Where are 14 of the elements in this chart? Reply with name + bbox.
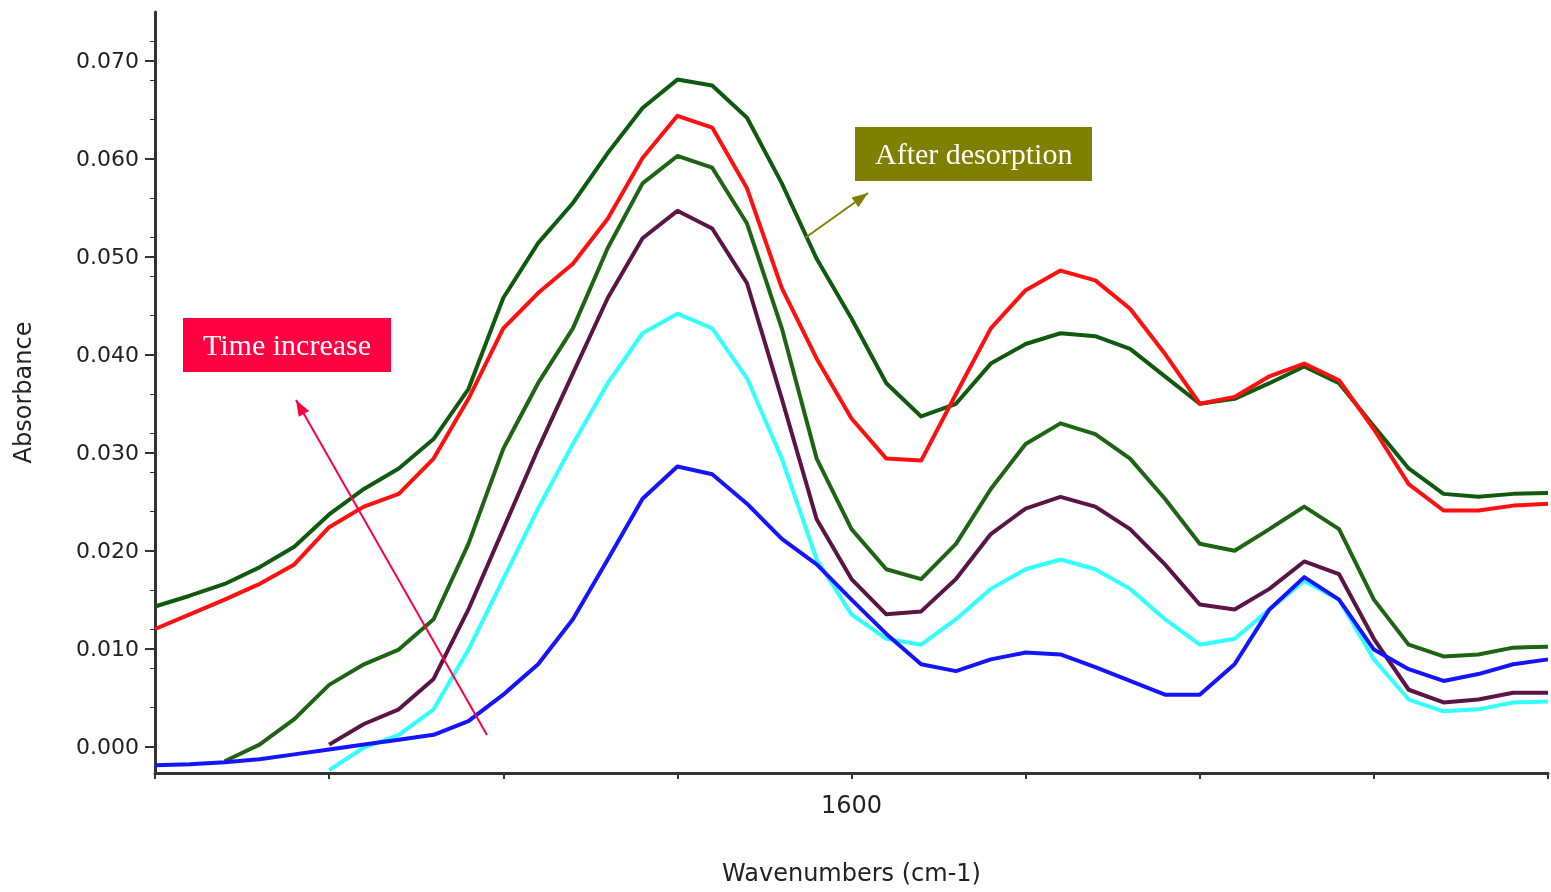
annotation: After desorption	[855, 127, 1093, 181]
y-tick-label: 0.040	[76, 342, 139, 368]
line-series	[153, 464, 1550, 768]
y-tick-label: 0.030	[76, 440, 139, 466]
y-tick-label: 0.070	[76, 48, 139, 74]
y-axis-title: Absorbance	[9, 321, 37, 464]
annotation: Time increase	[183, 318, 392, 372]
x-axis-title: Wavenumbers (cm-1)	[722, 859, 981, 887]
y-tick-label: 0.000	[76, 734, 139, 760]
y-tick-label: 0.050	[76, 244, 139, 270]
y-tick-label: 0.060	[76, 146, 139, 172]
text: 1600	[820, 791, 883, 819]
y-tick-label: 0.020	[76, 538, 139, 564]
y-tick-label: 0.010	[76, 636, 139, 662]
